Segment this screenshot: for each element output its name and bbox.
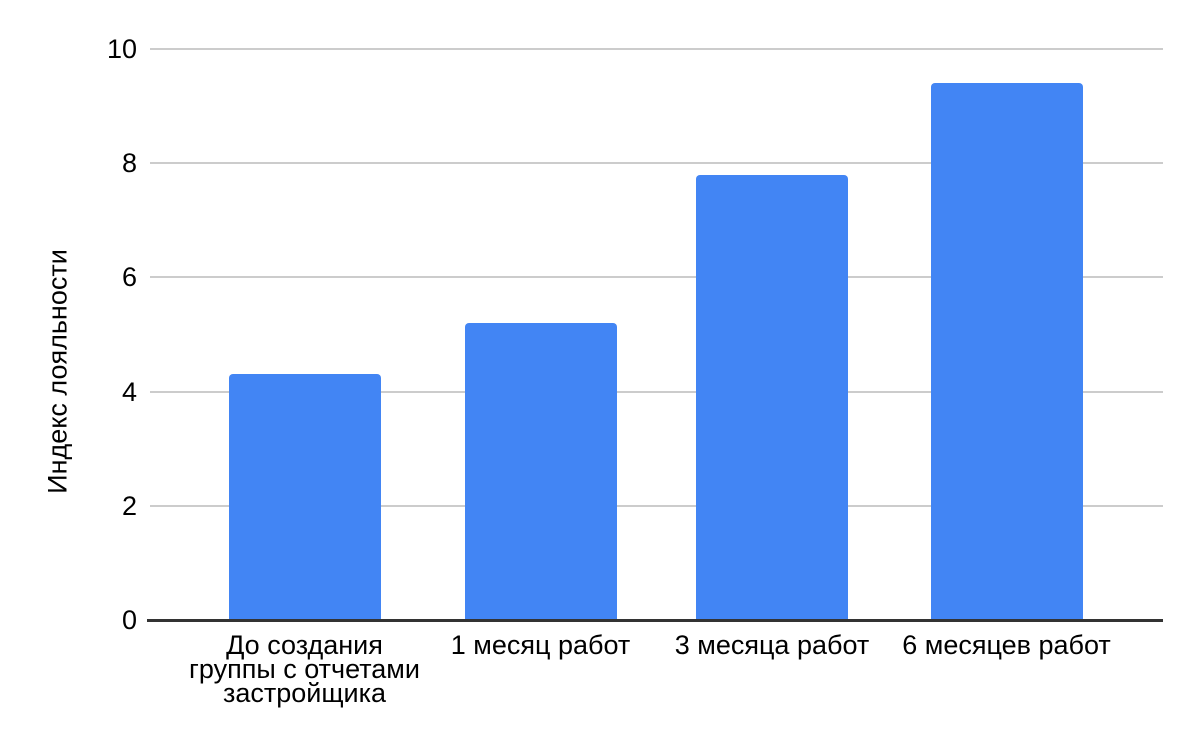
- gridline: [150, 390, 1163, 393]
- y-tick-label: 10: [106, 34, 137, 64]
- x-category-label: 6 месяцев работ: [902, 630, 1111, 660]
- y-tick-label: 4: [121, 376, 137, 407]
- y-tick-label: 8: [121, 148, 137, 179]
- y-tick-label: 6: [121, 262, 137, 293]
- gridline: [150, 276, 1163, 279]
- bar-4: [930, 83, 1083, 620]
- y-tick-label: 0: [121, 605, 137, 635]
- y-tick-label: 2: [121, 490, 137, 521]
- bar-1: [228, 374, 381, 620]
- gridline: [150, 504, 1163, 507]
- gridline: [150, 48, 1163, 50]
- gridline: [150, 162, 1163, 165]
- bar-2: [464, 323, 617, 620]
- bar-3: [696, 174, 848, 620]
- x-category-label: 3 месяца работ: [674, 630, 870, 660]
- x-category-label: До создания группы с отчетами застройщик…: [189, 630, 420, 708]
- x-category-label: 1 месяц работ: [450, 630, 631, 660]
- x-axis-line: [147, 619, 1163, 622]
